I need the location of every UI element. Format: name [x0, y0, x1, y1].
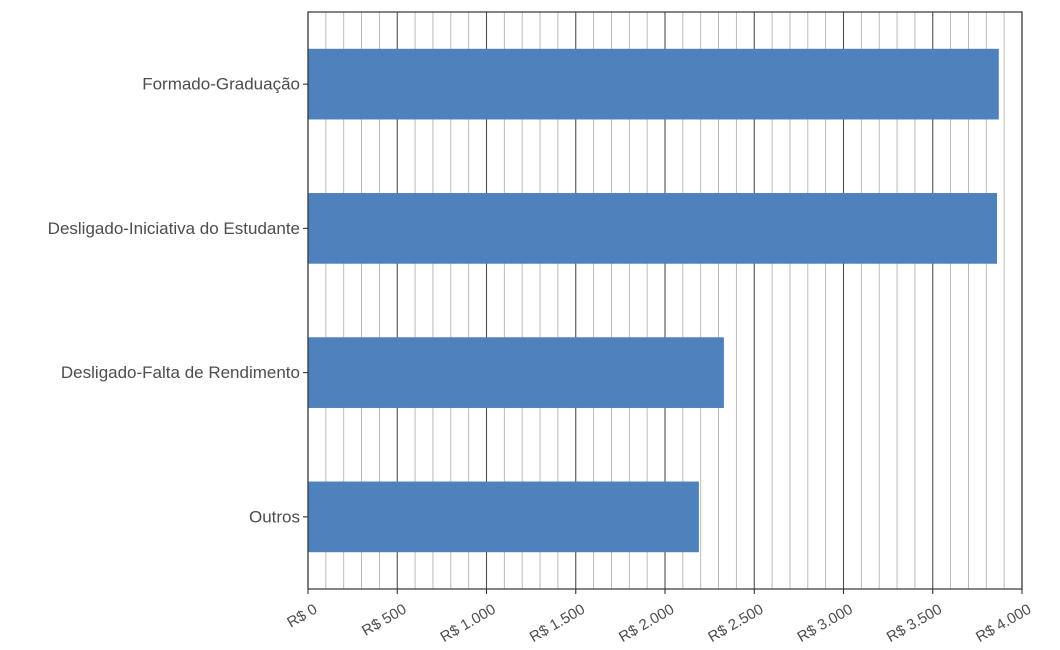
bar — [308, 481, 699, 553]
category-label: Outros — [249, 507, 300, 526]
x-tick-label: R$ 4.000 — [973, 601, 1034, 645]
category-label: Desligado-Falta de Rendimento — [61, 363, 300, 382]
x-tick-label: R$ 1.000 — [437, 601, 498, 645]
x-tick-label: R$ 3.000 — [794, 601, 855, 645]
y-axis: Formado-Graduação Desligado-Iniciativa do… — [48, 75, 308, 526]
bar — [308, 193, 998, 264]
x-tick-label: R$ 500 — [359, 601, 409, 640]
x-tick-label: R$ 1.500 — [527, 601, 588, 645]
bar — [308, 48, 999, 120]
category-label: Formado-Graduação — [142, 75, 300, 94]
x-tick-label: R$ 2.000 — [616, 601, 677, 645]
bar — [308, 337, 724, 408]
x-tick-label: R$ 0 — [284, 601, 320, 632]
x-axis: R$ 0 R$ 500 R$ 1.000 R$ 1.500 R$ 2.000 R$ 2.5… — [284, 589, 1034, 646]
x-tick-label: R$ 2.500 — [705, 601, 766, 645]
category-label: Desligado-Iniciativa do Estudante — [48, 219, 300, 238]
x-tick-label: R$ 3.500 — [884, 601, 945, 645]
bars — [308, 48, 999, 553]
